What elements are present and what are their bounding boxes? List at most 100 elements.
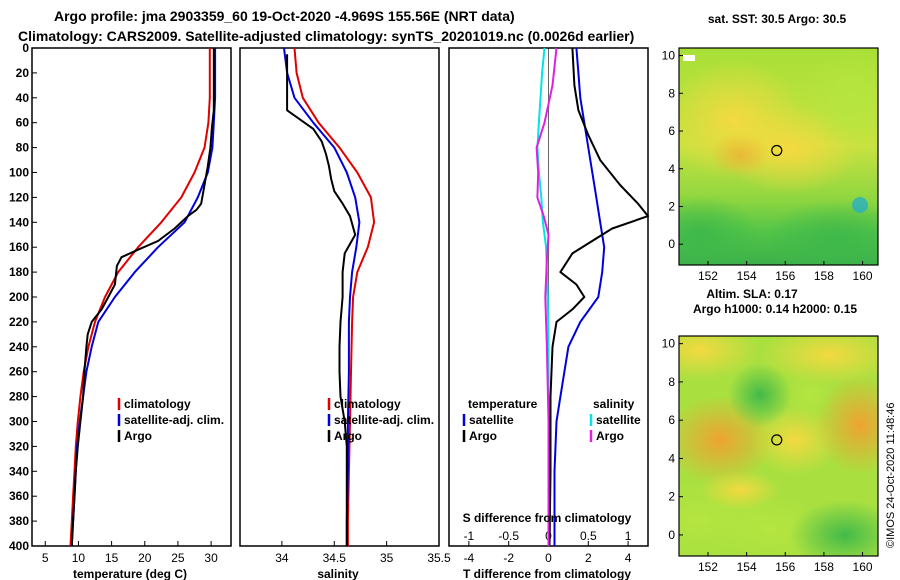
s-difference-label: S difference from climatology (463, 511, 632, 525)
depth-tick-label: 120 (9, 190, 29, 204)
legend-label-satellite-adj: satellite-adj. clim. (124, 413, 224, 427)
s-tick-label: 0.5 (580, 529, 597, 543)
sst-map-title: sat. SST: 30.5 Argo: 30.5 (708, 12, 847, 26)
x-tick-label: -4 (464, 551, 475, 565)
sla-latitude-axis: 0 2 4 6 8 10 (662, 337, 683, 542)
legend-label-climatology: climatology (124, 397, 191, 411)
s-tick-label: 1 (625, 529, 632, 543)
depth-tick-label: 40 (16, 91, 30, 105)
depth-tick-label: 340 (9, 464, 29, 478)
salinity-plot-frame (239, 47, 440, 547)
salinity-series-satellite-adj-clim- (283, 47, 361, 546)
legend-label-argo: Argo (124, 429, 152, 443)
temperature-series-climatology (69, 48, 211, 547)
salinity-series-argo (286, 54, 357, 546)
argo-location-marker (771, 144, 783, 157)
title-line-1: Argo profile: jma 2903359_60 19-Oct-2020… (54, 8, 515, 24)
s-tick-label: -0.5 (498, 529, 519, 543)
salinity-legend: climatology satellite-adj. clim. Argo (327, 397, 434, 443)
x-tick-label: 10 (72, 551, 86, 565)
salinity-lines (283, 47, 376, 546)
x-tick-label: 2 (585, 551, 592, 565)
salinity-panel: 34 34.5 35 35.5 salinity climatology satell… (239, 47, 451, 580)
depth-tick-label: 280 (9, 390, 29, 404)
x-tick-label: 34 (275, 551, 289, 565)
legend-label-s-satellite: satellite (596, 413, 641, 427)
latitude-tick-label: 8 (668, 86, 675, 100)
longitude-tick-label: 154 (737, 269, 757, 283)
temperature-xlabel: temperature (deg C) (73, 567, 187, 580)
sla-map-frame (678, 335, 879, 557)
difference-series-t-satellite (553, 47, 606, 546)
latitude-tick-label: 10 (662, 49, 676, 63)
x-tick-label: 20 (138, 551, 152, 565)
x-tick-label: 0 (545, 551, 552, 565)
depth-tick-label: 400 (9, 539, 29, 553)
title-line-2: Climatology: CARS2009. Satellite-adjuste… (18, 28, 634, 44)
difference-series-t-argo (548, 47, 649, 547)
latitude-tick-label: 2 (668, 490, 675, 504)
x-tick-label: 35.5 (427, 551, 451, 565)
sla-map-title: Altim. SLA: 0.17 (706, 287, 798, 301)
depth-tick-label: 180 (9, 265, 29, 279)
s-tick-label: -1 (464, 529, 475, 543)
legend-label-argo: Argo (334, 429, 362, 443)
depth-tick-label: 140 (9, 215, 29, 229)
sst-map-panel: sat. SST: 30.5 Argo: 30.5 152 154 156 158 16… (662, 12, 879, 283)
depth-tick-label: 80 (16, 141, 30, 155)
depth-tick-label: 0 (22, 41, 29, 55)
temperature-legend: climatology satellite-adj. clim. Argo (117, 397, 224, 443)
longitude-tick-label: 160 (853, 560, 873, 574)
sst-map-frame (678, 47, 879, 266)
x-tick-label: 35 (380, 551, 394, 565)
depth-tick-label: 60 (16, 116, 30, 130)
legend-label-satellite-adj: satellite-adj. clim. (334, 413, 434, 427)
longitude-tick-label: 156 (775, 269, 795, 283)
legend-title-temperature: temperature (468, 397, 538, 411)
longitude-tick-label: 158 (814, 269, 834, 283)
sst-latitude-axis: 0 2 4 6 8 10 (662, 49, 683, 251)
imos-credit: ©IMOS 24-Oct-2020 11:48:46 (885, 403, 897, 548)
legend-title-salinity: salinity (593, 397, 635, 411)
x-tick-label: 34.5 (323, 551, 347, 565)
latitude-tick-label: 8 (668, 375, 675, 389)
salinity-series-climatology (293, 47, 376, 546)
temperature-lines (69, 48, 217, 547)
difference-series-s-argo (535, 47, 558, 546)
depth-tick-label: 320 (9, 439, 29, 453)
legend-label-t-argo: Argo (469, 429, 497, 443)
depth-tick-label: 240 (9, 340, 29, 354)
depth-tick-label: 380 (9, 514, 29, 528)
sla-longitude-axis: 152 154 156 158 160 (698, 552, 873, 574)
difference-lines (535, 47, 649, 547)
depth-tick-label: 20 (16, 66, 30, 80)
temperature-series-satellite-adj-clim- (70, 48, 217, 547)
depth-tick-label: 200 (9, 290, 29, 304)
longitude-tick-label: 152 (698, 560, 718, 574)
salinity-x-axis: 34 34.5 35 35.5 (275, 541, 451, 565)
sla-heatmap-image (679, 336, 878, 556)
longitude-tick-label: 156 (775, 560, 795, 574)
latitude-tick-label: 0 (668, 237, 675, 251)
x-tick-label: 25 (171, 551, 185, 565)
depth-tick-label: 220 (9, 315, 29, 329)
argo-location-marker (771, 434, 783, 446)
latitude-tick-label: 4 (668, 451, 675, 465)
sla-map-panel: Altim. SLA: 0.17 Argo h1000: 0.14 h2000:… (662, 287, 879, 574)
latitude-tick-label: 4 (668, 162, 675, 176)
legend-label-t-satellite: satellite (469, 413, 514, 427)
salinity-xlabel: salinity (317, 567, 359, 580)
temperature-panel: 0 20 40 60 80 100 120 140 160 180 200 220 240 260 280 3… (9, 41, 232, 580)
longitude-tick-label: 152 (698, 269, 718, 283)
x-tick-label: 15 (105, 551, 119, 565)
latitude-tick-label: 2 (668, 200, 675, 214)
sst-longitude-axis: 152 154 156 158 160 (698, 261, 873, 283)
longitude-tick-label: 154 (737, 560, 757, 574)
depth-tick-label: 360 (9, 489, 29, 503)
x-tick-label: -2 (503, 551, 514, 565)
difference-panel: -4 -2 0 2 4 -1 -0.5 0 0.5 1 S difference from cl… (448, 47, 649, 580)
longitude-tick-label: 158 (814, 560, 834, 574)
depth-tick-label: 300 (9, 415, 29, 429)
depth-tick-label: 100 (9, 166, 29, 180)
